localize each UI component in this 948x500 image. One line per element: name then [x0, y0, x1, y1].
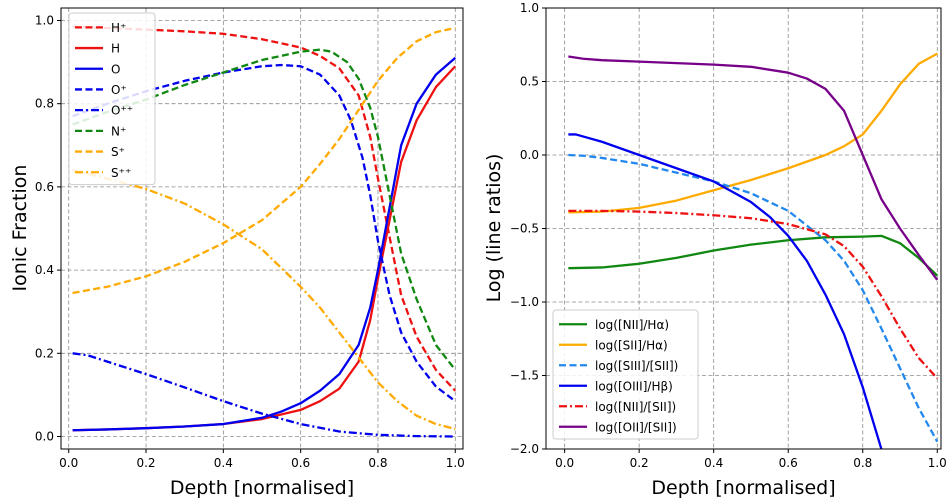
series-line	[568, 52, 938, 214]
x-tick-label: 0.4	[214, 456, 233, 470]
x-tick-label: 0.2	[136, 456, 155, 470]
legend-label: O	[111, 62, 120, 76]
legend-label: S⁺	[111, 145, 125, 159]
x-tick-label: 0.2	[630, 456, 649, 470]
y-tick-label: −2.0	[510, 442, 539, 456]
legend-box	[552, 309, 699, 440]
series-line	[72, 48, 457, 371]
x-tick-label: 0.8	[853, 456, 872, 470]
legend-label: log([OII]/[SII])	[595, 420, 677, 434]
series-line	[568, 234, 939, 277]
legend-label: S⁺⁺	[111, 166, 131, 180]
y-tick-label: 0.0	[35, 430, 54, 444]
x-tick-label: 0.4	[704, 456, 723, 470]
x-tick-label: 1.0	[446, 456, 465, 470]
y-tick-label: 0.5	[520, 75, 539, 89]
legend-box	[68, 12, 156, 186]
series-line	[72, 26, 456, 295]
legend-label: O⁺⁺	[111, 104, 133, 118]
y-tick-label: 1.0	[35, 13, 54, 27]
legend-label: log([SII]/Hα)	[595, 338, 668, 352]
line-ratio-chart: 0.0 0.2 0.4 0.6 0.8 1.0 −2.0 −1.5 −1.0 −0.5 0.0 0.5…	[483, 1, 947, 499]
x-tick-label: 0.0	[59, 456, 78, 470]
series-line	[568, 209, 939, 380]
y-axis-label: Log (line ratios)	[483, 154, 505, 303]
legend-label: log([NII]/Hα)	[595, 318, 669, 332]
y-axis-label: Ionic Fraction	[9, 165, 31, 292]
series-line	[72, 57, 457, 432]
y-tick-label: −1.5	[510, 369, 539, 383]
series-line	[72, 63, 456, 403]
y-tick-label: −0.5	[510, 222, 539, 236]
legend-label: log([NII]/[SII])	[595, 400, 676, 414]
plot-frame	[60, 7, 464, 450]
y-tick-label: −1.0	[510, 295, 539, 309]
x-tick-label: 0.6	[779, 456, 798, 470]
x-tick-label: 0.6	[291, 456, 310, 470]
legend-label: H⁺	[111, 21, 126, 35]
series-line	[72, 169, 456, 431]
series-line	[72, 352, 456, 438]
x-tick-label: 0.0	[555, 456, 574, 470]
y-tick-label: 0.4	[35, 263, 54, 277]
y-tick-label: 0.8	[35, 97, 54, 111]
ionic-fraction-chart: 0.0 0.2 0.4 0.6 0.8 1.0 0.0 0.2 0.4 0.6 0.8 1.0 Dept…	[9, 7, 465, 499]
legend-label: log([SIII]/[SII])	[595, 359, 678, 373]
y-tick-label: 0.6	[35, 180, 54, 194]
y-tick-label: 0.0	[520, 148, 539, 162]
series-line	[72, 25, 457, 392]
series-line	[568, 55, 939, 281]
x-tick-label: 1.0	[928, 456, 947, 470]
y-tick-label: 1.0	[520, 1, 539, 15]
legend-label: H	[111, 42, 120, 56]
x-axis-label: Depth [normalised]	[651, 477, 835, 499]
x-tick-label: 0.8	[368, 456, 387, 470]
x-axis-label: Depth [normalised]	[170, 477, 354, 499]
series-line	[568, 133, 883, 449]
y-tick-label: 0.2	[35, 346, 54, 360]
series-line	[568, 153, 939, 443]
legend-label: N⁺	[111, 124, 126, 138]
legend-label: O⁺	[111, 83, 127, 97]
legend-label: log([OIII]/Hβ)	[595, 379, 673, 393]
